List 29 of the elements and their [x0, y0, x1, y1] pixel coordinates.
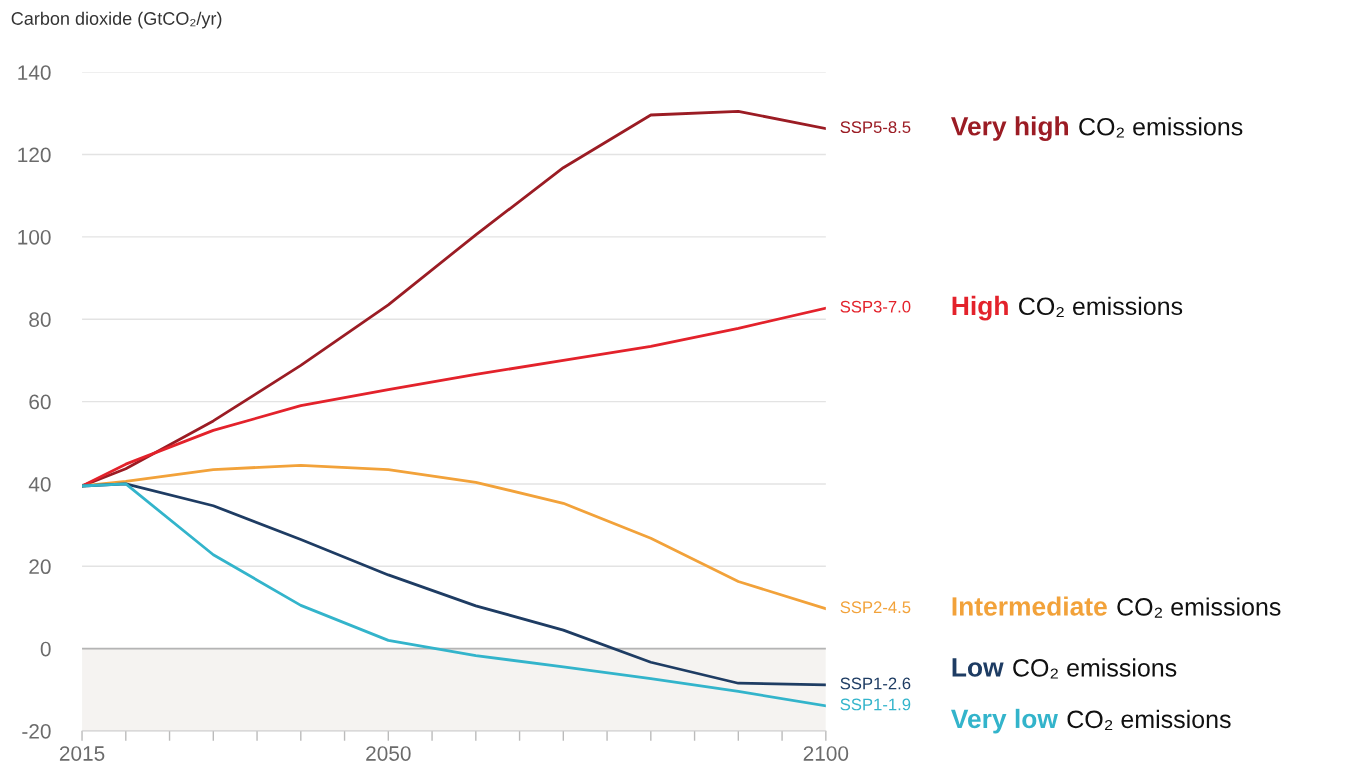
series-label: SSP1-1.9 — [840, 698, 911, 711]
y-tick-label: 0 — [40, 641, 51, 657]
y-axis-title: Carbon dioxide (GtCO₂/yr) — [11, 11, 222, 29]
y-tick-label: -20 — [22, 723, 51, 739]
text: Intermediate — [952, 596, 1107, 616]
text: Low — [952, 658, 1004, 677]
y-tick-label: 40 — [28, 476, 51, 492]
x-tick-label: 2015 — [59, 746, 105, 761]
text: CO₂ emissions — [1019, 296, 1183, 318]
text: Very high — [951, 116, 1068, 141]
text: CO₂ emissions — [1013, 658, 1177, 679]
y-tick-label: 140 — [18, 65, 51, 80]
y-tick-label: 100 — [18, 229, 51, 245]
text: CO₂ emissions — [1067, 709, 1231, 731]
line-series — [82, 464, 826, 611]
series-label: SSP3-7.0 — [840, 300, 911, 313]
text: Very low — [951, 708, 1058, 734]
series-label: SSP5-8.5 — [840, 121, 911, 134]
series-label: SSP1-2.6 — [840, 677, 911, 690]
text: CO₂ emissions — [1079, 117, 1243, 138]
y-tick-label: 80 — [29, 312, 51, 327]
series-label: SSP2-4.5 — [840, 601, 911, 614]
x-tick-label: 2050 — [366, 746, 411, 761]
x-tick-label: 2100 — [803, 746, 849, 761]
y-tick-label: 20 — [29, 559, 51, 575]
text: High — [952, 295, 1008, 321]
text: CO₂ emissions — [1117, 597, 1281, 618]
y-tick-label: 60 — [29, 394, 51, 410]
y-tick-label: 120 — [18, 147, 51, 163]
